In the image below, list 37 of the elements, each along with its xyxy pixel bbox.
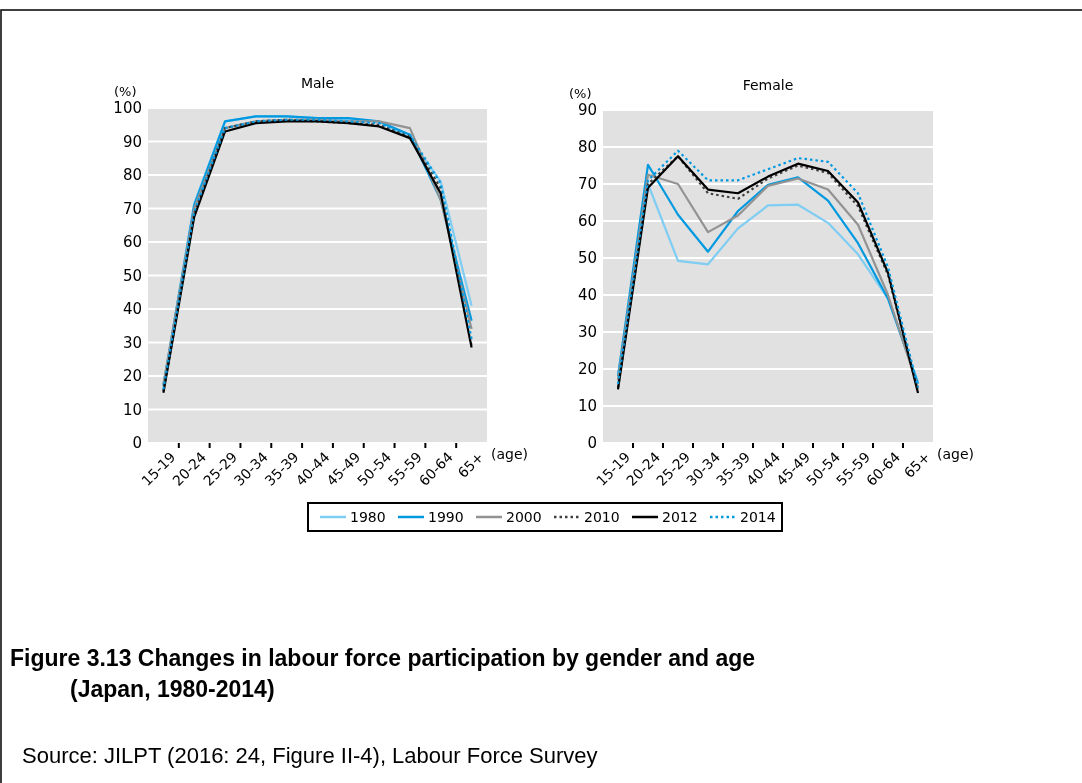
- y-tick-label: 50: [577, 249, 597, 268]
- x-tick-label: 65+: [900, 448, 934, 481]
- x-tick-label: 65+: [454, 448, 487, 481]
- y-tick-label: 60: [122, 233, 142, 252]
- y-tick-label: 20: [577, 360, 597, 379]
- caption: Figure 3.13 Changes in labour force participation by gender and age (Japan, 1980-2014): [10, 645, 756, 702]
- legend-label: 1990: [428, 508, 464, 525]
- y-tick-label: 80: [577, 138, 597, 157]
- y-tick-label: 40: [577, 286, 597, 305]
- y-tick-label: 40: [122, 300, 142, 319]
- legend-label: 2010: [584, 508, 620, 525]
- y-tick-label: 100: [113, 99, 142, 118]
- y-tick-label: 30: [577, 323, 597, 342]
- x-axis-title: (age): [937, 446, 975, 462]
- y-tick-label: 90: [577, 101, 597, 120]
- y-tick-label: 10: [122, 400, 142, 419]
- y-tick-label: 70: [122, 199, 142, 218]
- y-tick-label: 60: [577, 212, 597, 231]
- x-axis-title: (age): [491, 446, 529, 462]
- y-tick-label: 30: [122, 333, 142, 352]
- y-tick-label: 50: [122, 266, 142, 285]
- chart-title: Female: [742, 77, 794, 93]
- y-tick-label: 20: [122, 367, 142, 386]
- source-note: Source: JILPT (2016: 24, Figure II-4), Labour Force Survey: [22, 743, 598, 768]
- y-tick-label: 80: [122, 166, 142, 185]
- legend-label: 2012: [662, 508, 698, 525]
- chart-title: Male: [300, 75, 335, 91]
- y-tick-label: 0: [587, 434, 597, 453]
- y-tick-label: 90: [122, 132, 142, 151]
- y-axis-title: (%): [569, 86, 592, 101]
- y-axis-title: (%): [114, 84, 137, 99]
- legend-label: 2000: [506, 508, 542, 525]
- y-tick-label: 70: [577, 175, 597, 194]
- legend-label: 2014: [740, 508, 776, 525]
- y-tick-label: 10: [577, 397, 597, 416]
- y-tick-label: 0: [132, 434, 142, 453]
- legend-label: 1980: [350, 508, 386, 525]
